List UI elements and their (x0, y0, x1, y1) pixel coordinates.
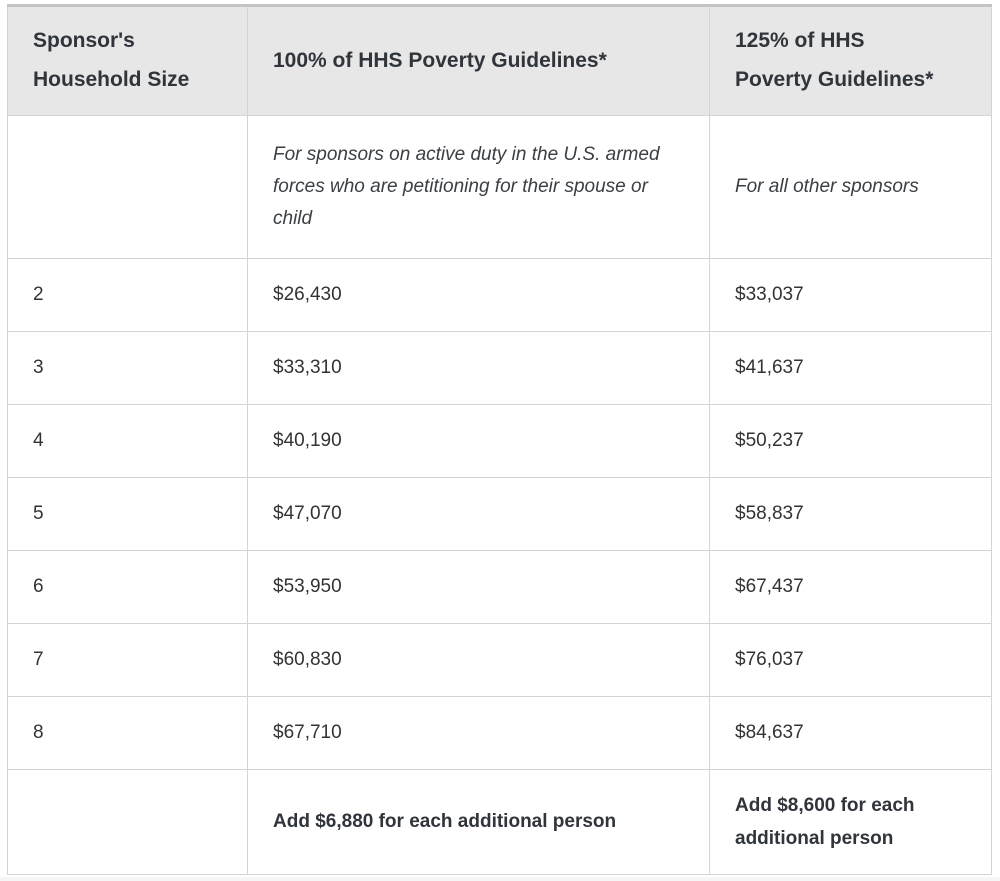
subheader-row: For sponsors on active duty in the U.S. … (7, 115, 992, 259)
guideline-100-cell: $40,190 (247, 404, 710, 478)
subheader-other-sponsors-cell: For all other sponsors (709, 115, 992, 259)
poverty-guidelines-table: Sponsor's Household Size 100% of HHS Pov… (7, 4, 992, 875)
guideline-100-cell: $53,950 (247, 550, 710, 624)
table-row: 2 $26,430 $33,037 (7, 258, 992, 332)
additional-person-row: Add $6,880 for each additional person Ad… (7, 769, 992, 875)
table-row: 3 $33,310 $41,637 (7, 331, 992, 405)
guideline-125-cell: $50,237 (709, 404, 992, 478)
guideline-100-cell: $33,310 (247, 331, 710, 405)
table-row: 8 $67,710 $84,637 (7, 696, 992, 770)
guideline-100-cell: $47,070 (247, 477, 710, 551)
household-size-cell: 6 (7, 550, 248, 624)
subheader-active-duty-text: For sponsors on active duty in the U.S. … (273, 143, 660, 230)
table-row: 7 $60,830 $76,037 (7, 623, 992, 697)
guideline-125-cell: $76,037 (709, 623, 992, 697)
header-125-percent: 125% of HHS Poverty Guidelines* (709, 5, 992, 116)
guideline-125-cell: $84,637 (709, 696, 992, 770)
guideline-125-cell: $41,637 (709, 331, 992, 405)
guideline-100-cell: $26,430 (247, 258, 710, 332)
subheader-other-sponsors-text: For all other sponsors (735, 175, 919, 197)
additional-person-100-cell: Add $6,880 for each additional person (247, 769, 710, 875)
footer-empty-cell (7, 769, 248, 875)
additional-person-125-cell: Add $8,600 for each additional person (709, 769, 992, 875)
household-size-cell: 8 (7, 696, 248, 770)
header-row: Sponsor's Household Size 100% of HHS Pov… (7, 5, 992, 116)
table-row: 6 $53,950 $67,437 (7, 550, 992, 624)
header-100-percent: 100% of HHS Poverty Guidelines* (247, 5, 710, 116)
table-row: 5 $47,070 $58,837 (7, 477, 992, 551)
guideline-100-cell: $60,830 (247, 623, 710, 697)
header-household-size-label: Sponsor's Household Size (33, 29, 190, 91)
guideline-125-cell: $33,037 (709, 258, 992, 332)
header-125-percent-label: 125% of HHS Poverty Guidelines* (735, 29, 934, 91)
table-header: Sponsor's Household Size 100% of HHS Pov… (7, 5, 992, 116)
household-size-cell: 4 (7, 404, 248, 478)
household-size-cell: 2 (7, 258, 248, 332)
guideline-100-cell: $67,710 (247, 696, 710, 770)
guideline-125-cell: $67,437 (709, 550, 992, 624)
table-row: 4 $40,190 $50,237 (7, 404, 992, 478)
table-body: For sponsors on active duty in the U.S. … (7, 115, 992, 875)
guideline-125-cell: $58,837 (709, 477, 992, 551)
header-household-size: Sponsor's Household Size (7, 5, 248, 116)
subheader-empty-cell (7, 115, 248, 259)
household-size-cell: 7 (7, 623, 248, 697)
household-size-cell: 3 (7, 331, 248, 405)
subheader-active-duty-cell: For sponsors on active duty in the U.S. … (247, 115, 710, 259)
household-size-cell: 5 (7, 477, 248, 551)
header-100-percent-label: 100% of HHS Poverty Guidelines* (273, 48, 607, 72)
